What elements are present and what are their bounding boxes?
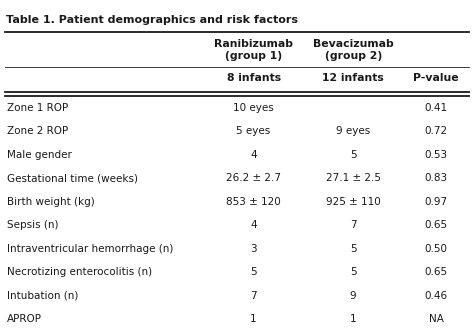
Text: APROP: APROP xyxy=(7,314,42,324)
Text: 7: 7 xyxy=(250,291,257,301)
Text: 5: 5 xyxy=(350,244,356,254)
Text: Male gender: Male gender xyxy=(7,150,72,160)
Text: 4: 4 xyxy=(250,220,257,230)
Text: 10 eyes: 10 eyes xyxy=(233,103,274,113)
Text: 5: 5 xyxy=(350,267,356,277)
Text: Intraventricular hemorrhage (n): Intraventricular hemorrhage (n) xyxy=(7,244,173,254)
Text: 8 infants: 8 infants xyxy=(227,73,281,83)
Text: P-value: P-value xyxy=(413,73,459,83)
Text: Sepsis (n): Sepsis (n) xyxy=(7,220,58,230)
Text: 0.65: 0.65 xyxy=(425,220,447,230)
Text: Bevacizumab
(group 2): Bevacizumab (group 2) xyxy=(313,39,393,61)
Text: 0.65: 0.65 xyxy=(425,267,447,277)
Text: 9: 9 xyxy=(350,291,356,301)
Text: Zone 1 ROP: Zone 1 ROP xyxy=(7,103,68,113)
Text: Necrotizing enterocolitis (n): Necrotizing enterocolitis (n) xyxy=(7,267,152,277)
Text: Table 1. Patient demographics and risk factors: Table 1. Patient demographics and risk f… xyxy=(6,15,298,24)
Text: 0.97: 0.97 xyxy=(425,197,447,207)
Text: 5: 5 xyxy=(350,150,356,160)
Text: 26.2 ± 2.7: 26.2 ± 2.7 xyxy=(226,173,281,183)
Text: 0.83: 0.83 xyxy=(425,173,447,183)
Text: 1: 1 xyxy=(350,314,356,324)
Text: 4: 4 xyxy=(250,150,257,160)
Text: 9 eyes: 9 eyes xyxy=(336,126,370,136)
Text: 27.1 ± 2.5: 27.1 ± 2.5 xyxy=(326,173,381,183)
Text: 0.50: 0.50 xyxy=(425,244,447,254)
Text: 0.53: 0.53 xyxy=(425,150,447,160)
Text: Birth weight (kg): Birth weight (kg) xyxy=(7,197,94,207)
Text: 5: 5 xyxy=(250,267,257,277)
Text: Gestational time (weeks): Gestational time (weeks) xyxy=(7,173,137,183)
Text: NA: NA xyxy=(428,314,444,324)
Text: 1: 1 xyxy=(250,314,257,324)
Text: 0.41: 0.41 xyxy=(425,103,447,113)
Text: 5 eyes: 5 eyes xyxy=(237,126,271,136)
Text: Zone 2 ROP: Zone 2 ROP xyxy=(7,126,68,136)
Text: 12 infants: 12 infants xyxy=(322,73,384,83)
Text: 3: 3 xyxy=(250,244,257,254)
Text: 853 ± 120: 853 ± 120 xyxy=(226,197,281,207)
Text: 0.72: 0.72 xyxy=(425,126,447,136)
Text: 0.46: 0.46 xyxy=(425,291,447,301)
Text: Ranibizumab
(group 1): Ranibizumab (group 1) xyxy=(214,39,293,61)
Text: Intubation (n): Intubation (n) xyxy=(7,291,78,301)
Text: 925 ± 110: 925 ± 110 xyxy=(326,197,381,207)
Text: 7: 7 xyxy=(350,220,356,230)
